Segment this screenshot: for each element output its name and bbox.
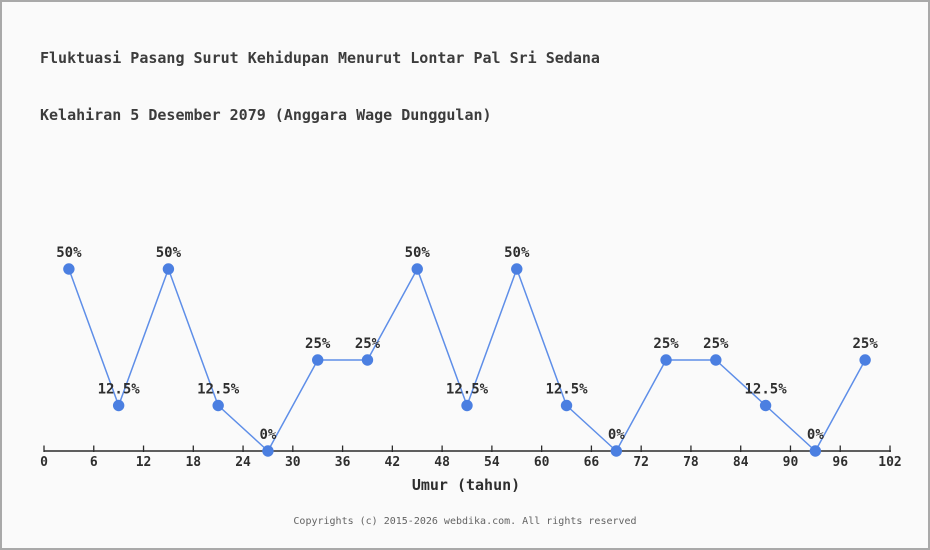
data-point-label: 0% [260,427,277,443]
data-point-marker [461,399,473,412]
x-axis-tick-label: 18 [185,455,201,470]
x-axis-tick-label: 102 [878,455,901,470]
x-axis-tick-label: 66 [584,455,600,470]
data-point-marker [660,354,672,366]
data-point-marker [859,354,871,366]
data-point-marker [212,399,224,412]
x-axis-tick-label: 60 [534,455,550,470]
data-point-label: 0% [608,427,625,443]
data-point-label: 50% [405,245,431,261]
series-line [68,268,866,452]
data-point-label: 12.5% [446,382,489,398]
x-axis-tick-label: 30 [285,455,301,470]
data-point-marker [511,263,523,275]
chart-title: Fluktuasi Pasang Surut Kehidupan Menurut… [40,11,600,163]
x-axis-tick-label: 0 [40,455,48,470]
data-point-marker [759,399,772,412]
x-axis-tick-label: 84 [733,455,749,470]
data-point-label: 25% [703,336,729,352]
chart-title-line2: Kelahiran 5 Desember 2079 (Anggara Wage … [40,106,492,124]
copyright-text: Copyrights (c) 2015-2026 webdika.com. Al… [293,516,637,527]
data-point-label: 0% [807,427,824,443]
data-point-label: 50% [156,245,182,261]
data-point-label: 12.5% [745,382,788,398]
data-point-label: 50% [56,245,82,261]
x-axis-label: Umur (tahun) [411,476,521,494]
x-axis-tick-label: 72 [633,455,649,470]
data-point-marker [361,354,374,366]
data-point-label: 12.5% [197,382,240,398]
x-axis-tick-label: 24 [235,455,251,470]
data-point-label: 12.5% [545,382,588,398]
x-axis-tick-label: 42 [385,455,401,470]
data-point-marker [710,354,722,366]
data-point-label: 50% [504,245,530,261]
x-axis-tick-label: 36 [335,455,351,470]
x-axis-tick-label: 54 [484,455,500,470]
data-point-marker [560,399,573,412]
data-point-marker [162,263,175,275]
data-point-marker [610,445,622,457]
data-point-label: 25% [305,336,331,352]
chart-title-line1: Fluktuasi Pasang Surut Kehidupan Menurut… [40,49,600,67]
x-axis-tick-label: 6 [90,455,98,470]
x-axis-tick-label: 48 [434,455,450,470]
data-point-label: 12.5% [98,382,141,398]
data-point-label: 25% [355,336,381,352]
data-point-label: 25% [653,336,679,352]
data-point-marker [809,445,822,457]
x-axis-tick-label: 90 [783,455,799,470]
data-point-marker [262,445,274,457]
data-point-label: 25% [852,336,878,352]
x-axis-tick-label: 78 [683,455,699,470]
x-axis-tick-label: 12 [136,455,152,470]
data-point-marker [63,263,75,275]
data-point-marker [312,354,324,366]
data-point-marker [112,399,125,412]
x-axis-tick-label: 96 [832,455,848,470]
data-point-marker [411,263,423,275]
